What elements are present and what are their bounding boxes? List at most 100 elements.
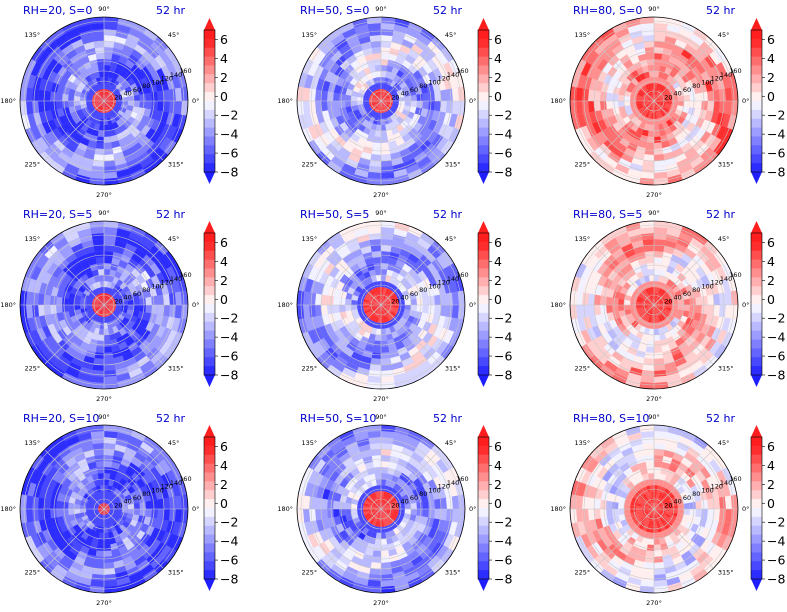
contour-cell	[656, 520, 661, 527]
radial-tick-label: 20	[114, 297, 122, 305]
contour-cell	[390, 355, 402, 365]
contour-cell	[109, 98, 116, 101]
contour-cell	[151, 499, 158, 509]
grid-spoke	[653, 100, 714, 161]
contour-cell	[432, 121, 444, 134]
contour-cell	[385, 111, 390, 118]
contour-cell	[414, 290, 423, 299]
contour-cell	[44, 284, 54, 296]
contour-cell	[381, 556, 391, 563]
contour-cell	[382, 293, 386, 300]
contour-cell	[83, 289, 91, 296]
contour-cell	[31, 344, 45, 359]
contour-cell	[594, 110, 604, 122]
angle-tick-label: 225°	[24, 365, 40, 373]
contour-cell	[654, 346, 663, 353]
contour-cell	[633, 85, 641, 92]
contour-cell	[649, 310, 653, 317]
colorbar-segment	[751, 83, 762, 93]
contour-cell	[389, 146, 400, 155]
contour-cell	[101, 305, 104, 311]
contour-cell	[74, 44, 86, 55]
contour-cell	[99, 514, 103, 521]
contour-cell	[369, 443, 381, 450]
contour-cell	[618, 292, 626, 300]
contour-cell	[700, 479, 711, 491]
contour-cell	[662, 529, 669, 538]
contour-cell	[104, 538, 111, 545]
contour-cell	[56, 500, 63, 509]
contour-cell	[124, 86, 133, 93]
contour-cell	[373, 340, 381, 347]
colorbar-segment	[204, 366, 215, 376]
contour-cell	[630, 300, 637, 305]
contour-cell	[57, 329, 68, 340]
radial-tick-label: 20	[664, 93, 672, 101]
colorbar-segment	[204, 534, 215, 544]
radial-tick-label: 80	[419, 286, 427, 294]
contour-cell	[369, 85, 375, 92]
contour-cell	[386, 302, 393, 305]
contour-cell	[122, 332, 131, 342]
contour-cell	[168, 305, 176, 318]
contour-cell	[384, 525, 390, 533]
contour-cell	[684, 247, 697, 260]
contour-cell	[362, 47, 373, 56]
contour-cell	[112, 350, 123, 359]
contour-cell	[390, 245, 402, 255]
contour-cell	[428, 91, 435, 101]
contour-cell	[398, 504, 405, 509]
contour-cell	[432, 272, 444, 285]
contour-cell	[335, 523, 345, 533]
contour-cell	[654, 520, 658, 527]
contour-cell	[297, 101, 305, 116]
contour-cell	[104, 509, 107, 515]
contour-cell	[104, 573, 117, 581]
contour-cell	[637, 309, 644, 314]
contour-cell	[95, 525, 101, 533]
contour-cell	[627, 372, 642, 382]
contour-cell	[658, 93, 665, 98]
contour-cell	[121, 305, 128, 310]
contour-cell	[374, 65, 381, 72]
contour-cell	[104, 281, 109, 288]
contour-cell	[636, 534, 644, 543]
contour-cell	[333, 492, 342, 502]
contour-cell	[62, 326, 72, 336]
contour-cell	[81, 107, 89, 113]
contour-cell	[83, 245, 95, 255]
contour-cell	[387, 282, 393, 290]
contour-cell	[369, 305, 376, 308]
contour-cell	[448, 74, 458, 89]
contour-cell	[436, 458, 449, 473]
contour-cell	[100, 112, 104, 119]
contour-cell	[699, 109, 708, 120]
colorbar-segment	[478, 250, 489, 261]
contour-cell	[150, 275, 161, 287]
contour-cell	[96, 513, 101, 520]
colorbar-segment	[751, 47, 762, 58]
contour-cell	[588, 293, 595, 305]
contour-cell	[381, 485, 386, 492]
contour-cell	[413, 530, 423, 540]
contour-cell	[365, 522, 372, 530]
colorbar-tick-label: 0	[220, 496, 228, 511]
contour-cell	[30, 533, 42, 548]
contour-cell	[318, 529, 330, 542]
contour-cell	[92, 307, 99, 311]
radial-tick-label: 140	[447, 71, 459, 79]
contour-cell	[633, 110, 641, 117]
colorbar-segment	[478, 472, 489, 482]
contour-cell	[381, 538, 388, 545]
contour-cell	[571, 114, 581, 130]
contour-cell	[603, 156, 618, 169]
contour-cell	[318, 542, 331, 556]
contour-cell	[640, 227, 654, 235]
contour-cell	[157, 498, 164, 509]
contour-cell	[643, 531, 650, 539]
contour-cell	[408, 253, 420, 264]
contour-cell	[401, 356, 414, 368]
contour-cell	[95, 77, 101, 85]
contour-cell	[663, 515, 670, 521]
